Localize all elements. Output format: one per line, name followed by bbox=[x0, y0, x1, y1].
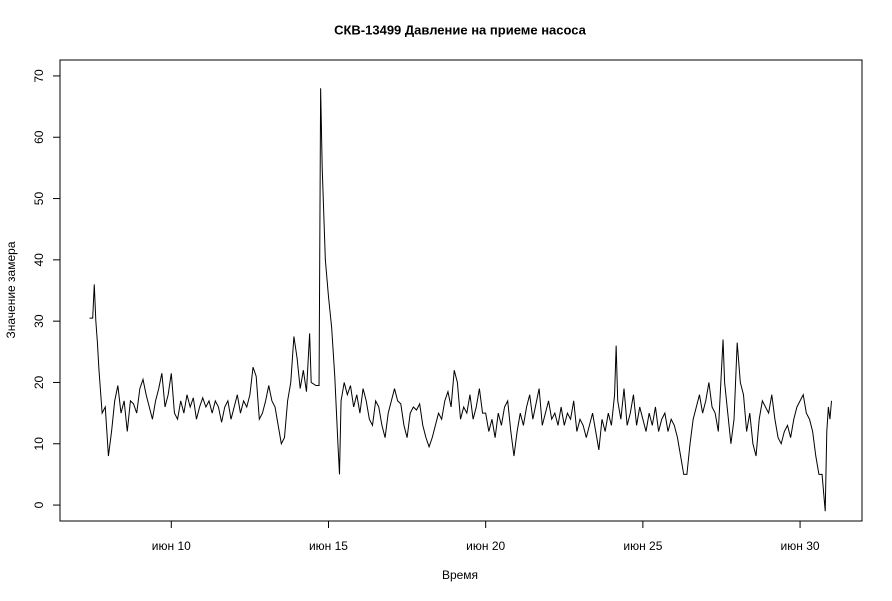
x-tick-label: июн 25 bbox=[623, 539, 662, 553]
y-tick-label: 30 bbox=[32, 314, 46, 328]
plot-box bbox=[59, 59, 863, 522]
y-axis-label: Значение замера bbox=[4, 241, 18, 338]
chart-title: СКВ-13499 Давление на приеме насоса bbox=[334, 22, 587, 37]
y-tick-label: 0 bbox=[32, 501, 46, 508]
x-axis-label: Время bbox=[442, 568, 478, 582]
y-tick-label: 10 bbox=[32, 437, 46, 451]
y-tick-label: 70 bbox=[32, 69, 46, 83]
y-tick-label: 60 bbox=[32, 130, 46, 144]
y-tick-label: 50 bbox=[32, 192, 46, 206]
y-tick-label: 40 bbox=[32, 253, 46, 267]
x-tick-label: июн 15 bbox=[309, 539, 348, 553]
x-tick-label: июн 10 bbox=[152, 539, 191, 553]
data-line bbox=[89, 88, 832, 512]
x-tick-label: июн 30 bbox=[781, 539, 820, 553]
y-tick-label: 20 bbox=[32, 375, 46, 389]
x-tick-label: июн 20 bbox=[466, 539, 505, 553]
